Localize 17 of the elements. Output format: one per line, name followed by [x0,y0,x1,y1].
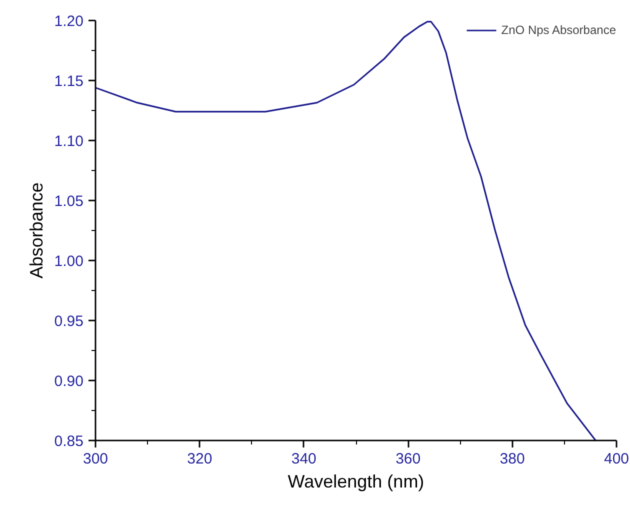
y-axis-title: Absorbance [26,182,46,279]
x-tick-label: 320 [187,450,212,468]
y-tick-label: 1.05 [54,193,84,210]
y-tick-label: 0.90 [54,373,84,390]
x-tick-label: 300 [82,450,108,468]
y-tick-label: 1.15 [54,73,84,90]
legend-label: ZnO Nps Absorbance [501,23,616,37]
x-axis-title: Wavelength (nm) [288,472,424,492]
x-tick-label: 400 [604,450,630,468]
x-tick-label: 340 [291,450,316,468]
x-tick-label: 380 [500,450,525,468]
y-tick-label: 0.95 [54,313,84,330]
y-tick-label: 1.10 [54,133,84,150]
x-tick-label: 360 [396,450,421,468]
y-tick-label: 0.85 [54,433,84,450]
y-tick-label: 1.00 [54,253,84,270]
y-tick-label: 1.20 [54,13,84,30]
